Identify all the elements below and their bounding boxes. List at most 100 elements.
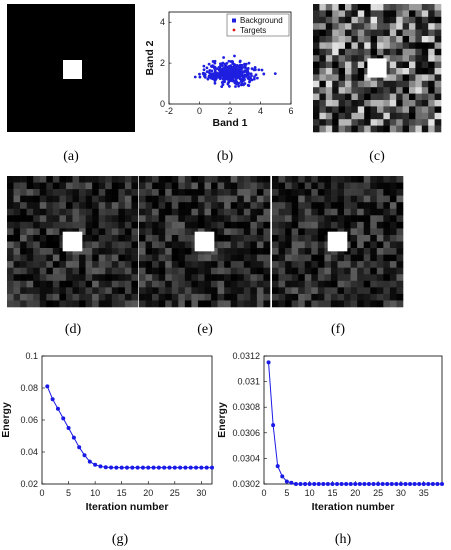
noise-pixel [191, 267, 199, 275]
noise-pixel [325, 48, 333, 56]
noise-pixel [237, 221, 245, 229]
noise-pixel [145, 241, 153, 249]
noise-pixel [338, 125, 346, 133]
noise-pixel [364, 80, 371, 88]
noise-pixel [357, 254, 364, 262]
noise-pixel [409, 119, 416, 126]
noise-pixel [434, 23, 442, 30]
noise-pixel [376, 176, 384, 183]
data-point [403, 482, 408, 486]
background-point [257, 68, 261, 72]
background-point [210, 69, 214, 73]
noise-pixel [217, 228, 225, 236]
noise-pixel [26, 300, 34, 308]
noise-pixel [230, 221, 238, 229]
noise-pixel [39, 261, 47, 268]
noise-pixel [383, 182, 391, 190]
noise-pixel [79, 293, 86, 301]
noise-pixel [383, 74, 391, 82]
noise-pixel [131, 300, 139, 308]
noise-pixel [383, 202, 391, 210]
data-point [162, 465, 167, 470]
noise-pixel [7, 182, 14, 190]
noise-pixel [211, 254, 218, 262]
noise-pixel [396, 228, 404, 236]
noise-pixel [171, 300, 179, 308]
noise-pixel [409, 42, 416, 50]
data-point [389, 482, 394, 486]
data-point [280, 474, 285, 479]
noise-pixel [324, 248, 332, 255]
noise-pixel [158, 228, 166, 236]
noise-pixel [364, 119, 371, 126]
noise-pixel [118, 293, 126, 301]
noise-pixel [33, 261, 41, 268]
noise-pixel [357, 280, 364, 288]
noise-pixel [278, 280, 286, 288]
x-tick-label: 30 [396, 488, 406, 498]
noise-pixel [278, 274, 286, 282]
noise-pixel [256, 215, 264, 223]
noise-pixel [319, 48, 327, 56]
background-point [213, 81, 217, 85]
noise-pixel [131, 293, 139, 301]
noise-pixel [344, 208, 351, 216]
noise-pixel [415, 106, 423, 114]
noise-pixel [376, 241, 384, 249]
noise-pixel [184, 215, 192, 223]
noise-pixel [65, 267, 73, 275]
noise-pixel [79, 221, 86, 229]
noise-pixel [389, 36, 397, 43]
background-point [202, 64, 206, 68]
noise-pixel [383, 119, 391, 126]
noise-pixel [389, 287, 397, 295]
noise-pixel [383, 215, 391, 223]
noise-pixel [272, 176, 279, 183]
y-tick-label: 0.0302 [232, 479, 260, 489]
noise-pixel [409, 10, 416, 18]
noise-pixel [13, 254, 21, 262]
background-point [249, 72, 253, 76]
noise-pixel [184, 202, 192, 210]
y-tick-label: 0.02 [20, 479, 38, 489]
noise-pixel [298, 280, 306, 288]
noise-pixel [313, 74, 320, 82]
data-point [385, 482, 390, 486]
noise-pixel [428, 48, 435, 56]
data-point [98, 464, 103, 469]
noise-pixel [383, 293, 391, 301]
x-tick-label: 20 [350, 488, 360, 498]
noise-pixel [72, 189, 80, 196]
noise-pixel [337, 208, 345, 216]
noise-pixel [191, 221, 199, 229]
noise-pixel [230, 208, 238, 216]
noise-pixel [46, 228, 54, 236]
noise-pixel [256, 234, 264, 242]
noise-pixel [325, 36, 333, 43]
noise-pixel [350, 189, 358, 196]
noise-pixel [250, 287, 258, 295]
noise-pixel [197, 261, 205, 268]
noise-pixel [79, 287, 86, 295]
noise-pixel [317, 300, 325, 308]
noise-pixel [332, 42, 339, 50]
noise-pixel [330, 293, 338, 301]
noise-pixel [7, 195, 14, 203]
noise-pixel [165, 195, 173, 203]
noise-pixel [370, 248, 378, 255]
noise-pixel [7, 300, 14, 308]
noise-pixel [92, 293, 99, 301]
x-tick-label: 30 [196, 488, 206, 498]
noise-pixel [291, 176, 299, 183]
noise-pixel [139, 280, 146, 288]
noise-pixel [357, 48, 365, 56]
noise-pixel [313, 93, 320, 101]
noise-pixel [350, 195, 358, 203]
noise-pixel [7, 287, 14, 295]
noise-pixel [145, 189, 153, 196]
caption-b: (b) [217, 149, 234, 164]
noise-pixel [139, 195, 146, 203]
noise-pixel [237, 261, 245, 268]
noise-pixel [434, 48, 442, 56]
noise-pixel [178, 208, 186, 216]
